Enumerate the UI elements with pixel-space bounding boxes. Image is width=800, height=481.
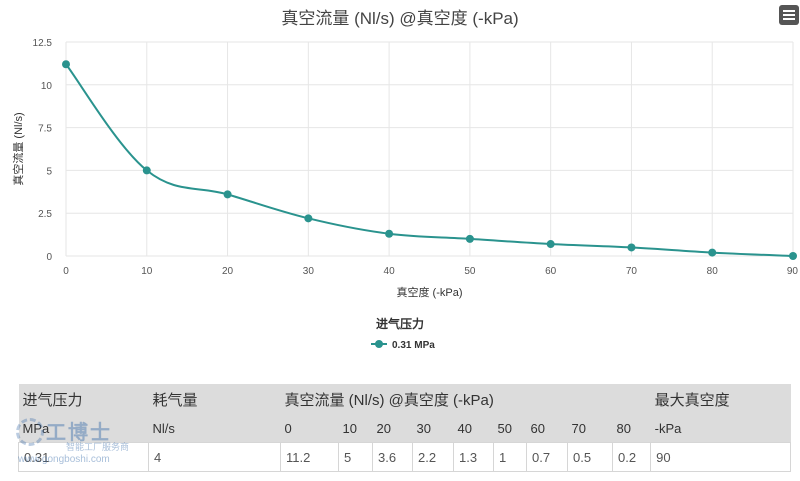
- series-line: [65, 63, 794, 257]
- unit-cell: 30: [412, 414, 454, 443]
- data-point: [546, 240, 555, 249]
- x-tick-label: 20: [222, 266, 234, 277]
- legend-marker: [375, 340, 383, 348]
- x-tick-label: 30: [303, 266, 315, 277]
- table-cell: 3.6: [372, 442, 413, 472]
- spec-table: 进气压力 耗气量 真空流量 (Nl/s) @真空度 (-kPa) 最大真空度 M…: [18, 384, 792, 472]
- x-tick-label: 70: [626, 266, 638, 277]
- data-point: [708, 248, 717, 257]
- table-cell: 4: [148, 442, 281, 472]
- table-unit-row: MPa Nl/s 0 10 20 30 40 50 60 70 80 -kPa: [18, 414, 791, 443]
- unit-cell: 60: [526, 414, 568, 443]
- x-tick-label: 60: [545, 266, 557, 277]
- unit-cell: 50: [493, 414, 527, 443]
- unit-cell: 10: [338, 414, 373, 443]
- x-axis-label: 真空度 (-kPa): [397, 285, 463, 299]
- unit-cell: 20: [372, 414, 413, 443]
- unit-cell: MPa: [18, 414, 149, 443]
- table-cell: 11.2: [280, 442, 339, 472]
- unit-cell: 0: [280, 414, 339, 443]
- table-cell: 1: [493, 442, 527, 472]
- header-inlet-pressure: 进气压力: [18, 384, 149, 414]
- data-point: [385, 229, 394, 238]
- data-point: [304, 214, 313, 223]
- header-air-consumption: 耗气量: [148, 384, 281, 414]
- unit-cell: 80: [612, 414, 651, 443]
- y-tick-label: 0: [46, 252, 52, 263]
- table-cell: 2.2: [412, 442, 454, 472]
- legend-label: 0.31 MPa: [392, 340, 435, 351]
- data-point: [627, 243, 636, 252]
- y-axis-label: 真空流量 (Nl/s): [11, 112, 25, 185]
- data-point: [465, 234, 474, 243]
- spec-table-wrap: 进气压力 耗气量 真空流量 (Nl/s) @真空度 (-kPa) 最大真空度 M…: [18, 384, 792, 472]
- data-point: [62, 60, 70, 69]
- hamburger-menu-icon[interactable]: [779, 5, 799, 25]
- legend-title: 进气压力: [376, 316, 424, 331]
- y-tick-label: 2.5: [38, 209, 52, 220]
- table-cell: 5: [338, 442, 373, 472]
- x-tick-label: 80: [707, 266, 719, 277]
- table-cell: 0.5: [567, 442, 613, 472]
- y-tick-label: 7.5: [38, 124, 52, 135]
- header-vacuum-flow: 真空流量 (Nl/s) @真空度 (-kPa): [280, 384, 651, 414]
- table-header-row: 进气压力 耗气量 真空流量 (Nl/s) @真空度 (-kPa) 最大真空度: [18, 384, 791, 414]
- unit-cell: 40: [453, 414, 494, 443]
- y-tick-label: 5: [46, 166, 52, 177]
- unit-cell: Nl/s: [148, 414, 281, 443]
- table-row: 0.31 4 11.2 5 3.6 2.2 1.3 1 0.7 0.5 0.2 90: [18, 442, 792, 472]
- unit-cell: -kPa: [650, 414, 791, 443]
- x-tick-label: 0: [63, 266, 69, 277]
- unit-cell: 70: [567, 414, 613, 443]
- x-tick-label: 40: [384, 266, 396, 277]
- data-point: [142, 166, 151, 175]
- header-max-vacuum: 最大真空度: [650, 384, 791, 414]
- data-point: [223, 190, 232, 199]
- y-tick-label: 12.5: [33, 38, 53, 49]
- table-cell: 0.7: [526, 442, 568, 472]
- table-cell: 0.31: [18, 442, 149, 472]
- chart-title: 真空流量 (Nl/s) @真空度 (-kPa): [281, 9, 519, 28]
- x-tick-label: 50: [464, 266, 476, 277]
- x-tick-label: 90: [787, 266, 799, 277]
- data-point: [789, 252, 797, 260]
- table-cell: 0.2: [611, 442, 652, 472]
- x-tick-label: 10: [141, 266, 153, 277]
- table-cell: 1.3: [453, 442, 494, 472]
- line-chart: 0 2.5 5 7.5 10 12.5 0 10 20 30 40 50 60 70 80 90 真空度 (-k…: [11, 38, 799, 351]
- table-cell: 90: [650, 442, 792, 472]
- y-tick-label: 10: [41, 81, 53, 92]
